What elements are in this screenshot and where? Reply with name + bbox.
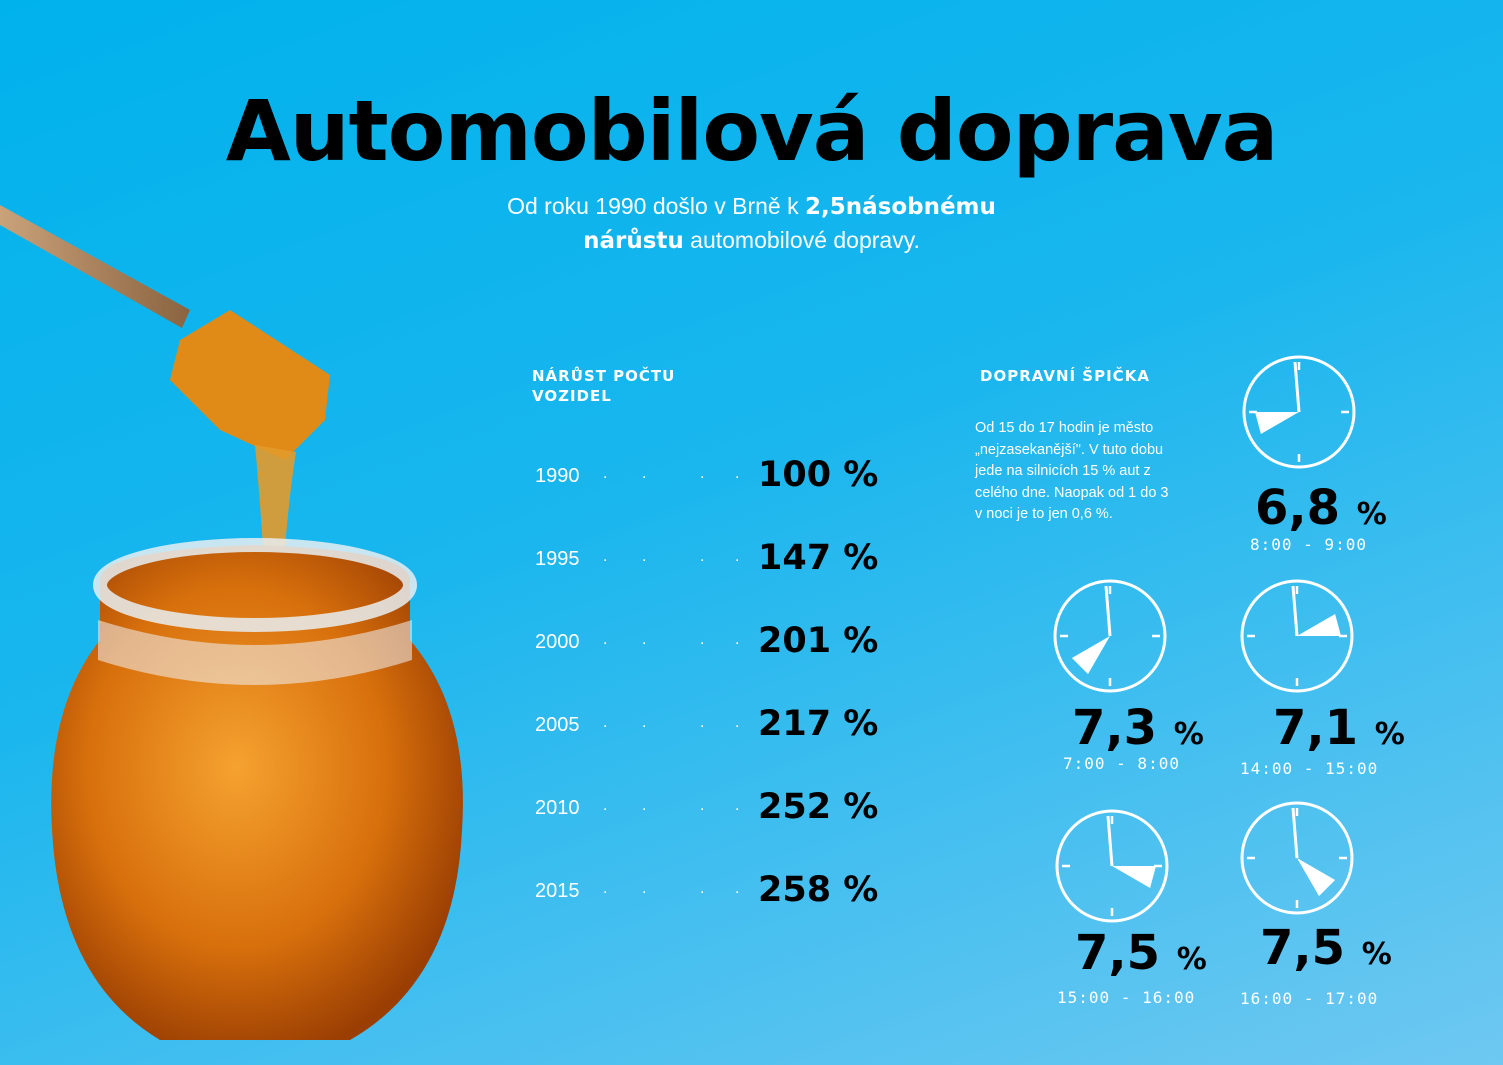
growth-value: 252 % (758, 787, 879, 827)
clock-hour-wedge (1297, 614, 1341, 636)
growth-value: 258 % (758, 870, 879, 910)
honey-jar-illustration (0, 205, 463, 1040)
leader-dot: . (700, 880, 705, 897)
year-label: 2010 (535, 797, 580, 819)
honey-drip (255, 445, 296, 630)
leader-dot: . (642, 797, 647, 814)
leader-dot: . (642, 714, 647, 731)
leader-dot: . (642, 631, 647, 648)
subtitle-bold: nárůstu (583, 228, 684, 254)
peak-percent: 7,1 % (1273, 700, 1405, 756)
peak-percent: 7,3 % (1072, 700, 1204, 756)
subtitle-line-2: nárůstu automobilové dopravy. (0, 227, 1503, 254)
clock-icon (1055, 809, 1169, 923)
growth-heading-line: NÁRŮST POČTU (532, 367, 676, 385)
subtitle-line-1: Od roku 1990 došlo v Brně k 2,5násobnému (0, 193, 1503, 220)
leader-dot: . (735, 797, 740, 814)
leader-dot: . (603, 631, 608, 648)
leader-dot: . (700, 548, 705, 565)
subtitle-text: Od roku 1990 došlo v Brně k (507, 193, 805, 219)
clock-face (1053, 579, 1167, 693)
year-label: 1995 (535, 548, 580, 570)
leader-dot: . (603, 880, 608, 897)
growth-value: 147 % (758, 538, 879, 578)
peak-value: 7,5 (1260, 920, 1346, 976)
clock-face (1240, 579, 1354, 693)
leader-dot: . (700, 631, 705, 648)
peak-heading: DOPRAVNÍ ŠPIČKA (980, 367, 1150, 385)
dipper-stick (0, 205, 190, 328)
leader-dot: . (642, 465, 647, 482)
leader-dot: . (642, 880, 647, 897)
leader-dot: . (603, 714, 608, 731)
year-label: 2005 (535, 714, 580, 736)
growth-value: 217 % (758, 704, 879, 744)
peak-time: 15:00 - 16:00 (1057, 988, 1196, 1007)
clock-icon (1240, 801, 1354, 915)
peak-time: 16:00 - 17:00 (1240, 989, 1379, 1008)
leader-dot: . (735, 714, 740, 731)
clock-minute-hand (1291, 585, 1299, 637)
year-label: 1990 (535, 465, 580, 487)
year-label: 2015 (535, 880, 580, 902)
leader-dot: . (700, 797, 705, 814)
peak-value: 6,8 (1255, 480, 1341, 536)
subtitle-bold: 2,5násobnému (804, 194, 996, 220)
peak-value: 7,3 (1072, 700, 1158, 756)
jar-rim (93, 538, 417, 632)
leader-dot: . (735, 548, 740, 565)
clock-minute-hand (1293, 361, 1301, 413)
growth-heading-line: VOZIDEL (532, 387, 612, 405)
leader-dot: . (700, 465, 705, 482)
peak-value: 7,1 (1273, 700, 1359, 756)
peak-unit: % (1361, 937, 1392, 972)
peak-unit: % (1176, 942, 1207, 977)
clock-face (1242, 355, 1356, 469)
leader-dot: . (735, 465, 740, 482)
leader-dot: . (700, 714, 705, 731)
peak-unit: % (1356, 497, 1387, 532)
clock-icon (1242, 355, 1356, 469)
leader-dot: . (735, 631, 740, 648)
peak-percent: 7,5 % (1075, 925, 1207, 981)
clock-minute-hand (1106, 815, 1114, 867)
dipper-head (170, 310, 330, 460)
clock-hour-wedge (1112, 866, 1156, 888)
leader-dot: . (603, 465, 608, 482)
peak-value: 7,5 (1075, 925, 1161, 981)
clock-face (1055, 809, 1169, 923)
peak-description: Od 15 do 17 hodin je město „nejzasekaněj… (975, 420, 1169, 522)
jar-neck (98, 620, 412, 685)
leader-dot: . (603, 548, 608, 565)
clock-minute-hand (1104, 585, 1112, 637)
clock-hour-wedge (1255, 412, 1299, 434)
year-label: 2000 (535, 631, 580, 653)
peak-time: 8:00 - 9:00 (1250, 535, 1367, 554)
clock-icon (1053, 579, 1167, 693)
clock-hour-wedge (1297, 858, 1336, 897)
peak-time: 14:00 - 15:00 (1240, 759, 1379, 778)
peak-time: 7:00 - 8:00 (1063, 754, 1180, 773)
leader-dot: . (603, 797, 608, 814)
peak-percent: 6,8 % (1255, 480, 1387, 536)
leader-dot: . (642, 548, 647, 565)
clock-minute-hand (1291, 807, 1299, 859)
peak-unit: % (1374, 717, 1405, 752)
clock-icon (1240, 579, 1354, 693)
page-title: Automobilová doprava (225, 82, 1279, 180)
leader-dot: . (735, 880, 740, 897)
growth-value: 100 % (758, 455, 879, 495)
subtitle-text: automobilové dopravy. (683, 227, 920, 253)
clock-hour-wedge (1071, 636, 1110, 675)
peak-unit: % (1173, 717, 1204, 752)
growth-value: 201 % (758, 621, 879, 661)
clock-face (1240, 801, 1354, 915)
growth-heading: NÁRŮST POČTU VOZIDEL (532, 366, 675, 406)
peak-percent: 7,5 % (1260, 920, 1392, 976)
